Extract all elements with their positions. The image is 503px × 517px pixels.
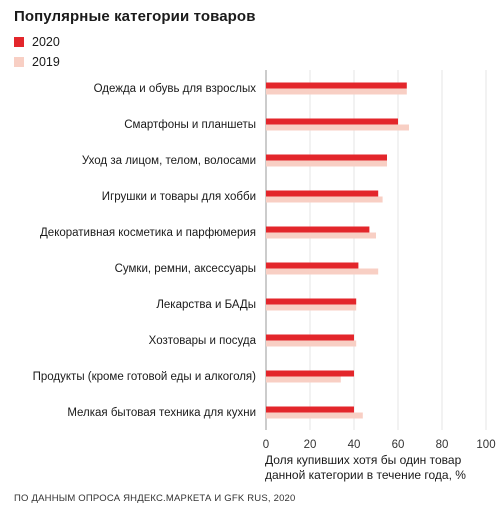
- bar-2019: [266, 88, 407, 95]
- x-axis-label: Доля купивших хотя бы один товар данной …: [265, 453, 466, 483]
- bar-2020: [266, 154, 387, 161]
- bar-2019: [266, 376, 341, 383]
- source-note: ПО ДАННЫМ ОПРОСА ЯНДЕКС.МАРКЕТА И GFK RU…: [14, 493, 296, 504]
- category-label: Одежда и обувь для взрослых: [94, 83, 257, 95]
- category-label: Хозтовары и посуда: [149, 335, 257, 347]
- category-label: Лекарства и БАДы: [156, 299, 256, 311]
- bar-2020: [266, 298, 357, 305]
- bar-2020: [266, 190, 379, 197]
- bar-2019: [266, 340, 357, 347]
- legend-label-2020: 2020: [32, 35, 60, 49]
- x-tick-label-100: 100: [476, 439, 495, 451]
- legend: 2020 2019: [14, 32, 60, 72]
- bar-2020: [266, 118, 398, 125]
- legend-item-2020: 2020: [14, 32, 60, 52]
- bar-2019: [266, 232, 376, 239]
- bar-2019: [266, 124, 409, 131]
- x-axis-label-line-1: Доля купивших хотя бы один товар: [265, 453, 462, 467]
- x-tick-label-20: 20: [304, 439, 317, 451]
- bar-2020: [266, 82, 407, 89]
- x-tick-label-80: 80: [436, 439, 449, 451]
- legend-swatch-2020: [14, 37, 24, 47]
- bar-2020: [266, 406, 354, 413]
- bar-2019: [266, 304, 357, 311]
- category-label: Уход за лицом, телом, волосами: [82, 155, 256, 167]
- legend-label-2019: 2019: [32, 55, 60, 69]
- category-label: Игрушки и товары для хобби: [102, 191, 256, 203]
- category-label: Продукты (кроме готовой еды и алкоголя): [33, 371, 257, 383]
- x-axis-label-line-2: данной категории в течение года, %: [265, 468, 466, 482]
- category-label: Смартфоны и планшеты: [124, 119, 256, 131]
- bar-2019: [266, 268, 379, 275]
- bar-2020: [266, 226, 370, 233]
- category-label: Мелкая бытовая техника для кухни: [67, 407, 256, 419]
- category-label: Декоративная косметика и парфюмерия: [40, 227, 256, 239]
- legend-item-2019: 2019: [14, 52, 60, 72]
- chart-title: Популярные категории товаров: [14, 8, 256, 25]
- bar-2019: [266, 160, 387, 167]
- bar-2020: [266, 334, 354, 341]
- bar-2020: [266, 370, 354, 377]
- category-label: Сумки, ремни, аксессуары: [115, 263, 256, 275]
- x-tick-label-0: 0: [263, 439, 269, 451]
- legend-swatch-2019: [14, 57, 24, 67]
- x-tick-label-40: 40: [348, 439, 361, 451]
- bar-2020: [266, 262, 359, 269]
- bar-2019: [266, 196, 383, 203]
- x-tick-label-60: 60: [392, 439, 405, 451]
- bar-2019: [266, 412, 363, 419]
